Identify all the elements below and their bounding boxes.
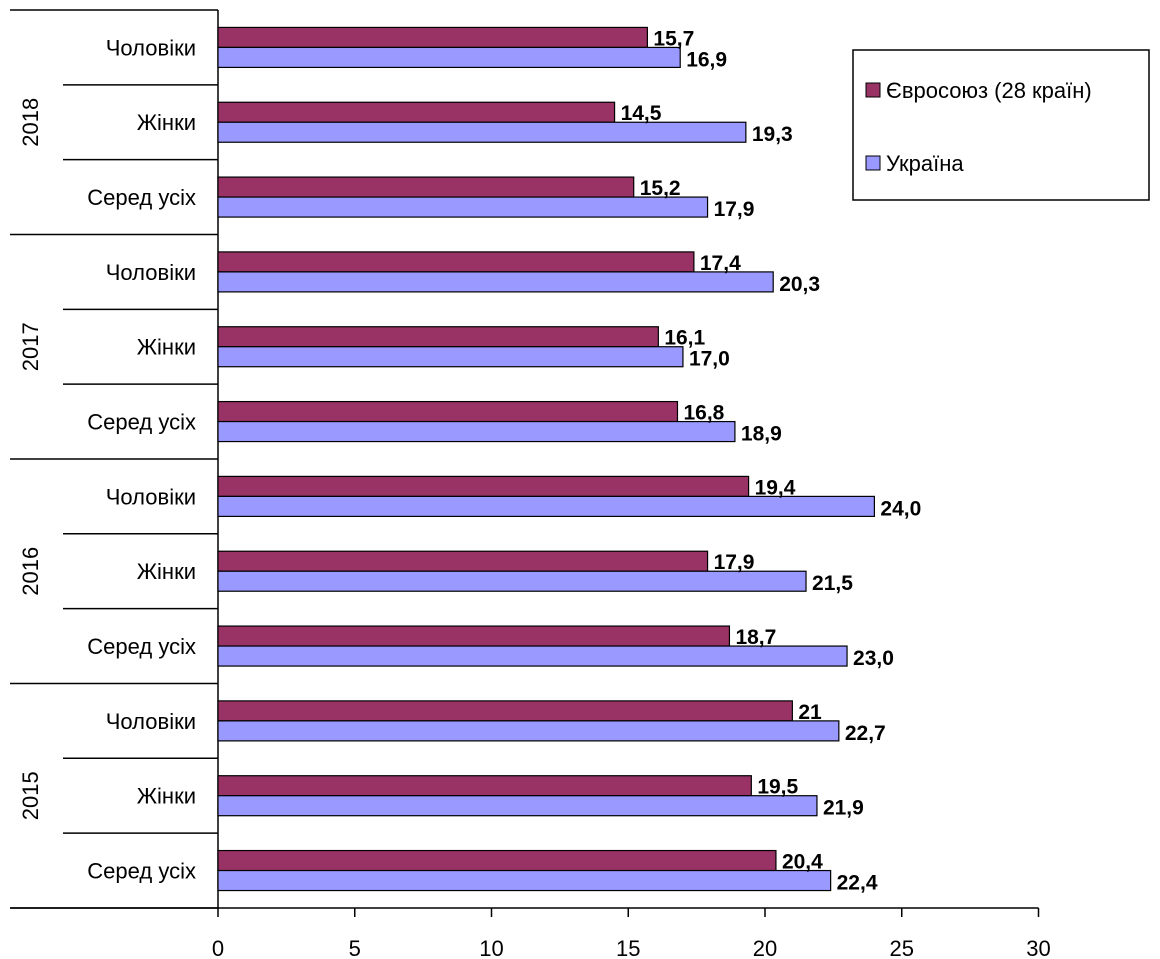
data-label-eu: 17,9 [714, 551, 755, 574]
x-tick-label: 5 [349, 936, 361, 959]
data-label-eu: 15,7 [653, 27, 694, 50]
bar-ukraine [217, 121, 747, 143]
bar-ukraine [217, 346, 684, 368]
data-label-ukraine: 18,9 [741, 423, 782, 446]
bar-ukraine [217, 271, 774, 293]
bar-eu [217, 26, 648, 49]
category-label: Жінки [137, 784, 196, 809]
bar-eu [217, 625, 731, 647]
data-label-ukraine: 19,3 [752, 123, 793, 146]
legend: Євросоюз (28 країн) Україна [852, 49, 1150, 201]
category-label: Жінки [137, 335, 196, 360]
legend-swatch-ukraine [865, 155, 881, 171]
bar-eu [217, 251, 695, 273]
category-label: Чоловіки [106, 709, 196, 734]
data-label-ukraine: 24,0 [880, 497, 921, 520]
bar-ukraine [217, 795, 818, 817]
bar-ukraine [217, 720, 840, 742]
data-label-eu: 20,4 [782, 851, 823, 874]
year-label: 2016 [18, 547, 43, 596]
data-label-ukraine: 17,9 [714, 198, 755, 221]
x-tick-label: 15 [616, 936, 640, 959]
bar-ukraine [217, 420, 736, 443]
labels-layer: 0 5 10 15 20 25 30 15,716,9 Чоловіки 14,5 19,3 Жінк… [18, 27, 1051, 959]
data-label-ukraine: 22,7 [845, 722, 886, 745]
data-label-eu: 18,7 [735, 626, 776, 649]
data-label-ukraine: 20,3 [779, 273, 820, 296]
category-label: Серед усіх [87, 634, 196, 659]
x-tick-label: 30 [1026, 936, 1050, 959]
bar-ukraine [217, 570, 807, 592]
bars-layer [217, 26, 876, 892]
category-label: Чоловіки [106, 484, 196, 509]
data-label-ukraine: 17,0 [689, 348, 730, 371]
data-label-ukraine: 21,5 [812, 572, 853, 595]
legend-label-ukraine: Україна [886, 151, 964, 176]
data-label-ukraine: 21,9 [823, 797, 864, 820]
x-tick-label: 25 [890, 936, 914, 959]
category-label: Серед усіх [87, 859, 196, 884]
data-label-ukraine: 16,9 [686, 48, 727, 71]
legend-frame [852, 49, 1150, 201]
bar-eu [217, 475, 750, 497]
category-label: Чоловіки [106, 35, 196, 60]
bar-eu [217, 326, 659, 348]
bar-ukraine [217, 495, 876, 517]
year-label: 2017 [18, 322, 43, 371]
data-label-eu: 14,5 [621, 102, 662, 125]
legend-swatch-eu [865, 82, 881, 98]
x-tick-label: 10 [479, 936, 503, 959]
data-label-eu: 15,2 [640, 177, 681, 200]
bar-eu [217, 101, 616, 123]
x-tick-label: 0 [212, 936, 224, 959]
category-label: Чоловіки [106, 260, 196, 285]
axes-layer [10, 9, 1040, 917]
x-tick-label: 20 [753, 936, 777, 959]
legend-label-eu: Євросоюз (28 країн) [886, 78, 1092, 103]
year-label: 2015 [18, 771, 43, 820]
data-label-eu: 19,5 [757, 776, 798, 799]
data-label-eu: 17,4 [700, 252, 741, 275]
data-label-eu: 21 [798, 701, 822, 724]
bar-eu [217, 775, 752, 797]
category-label: Жінки [137, 559, 196, 584]
bar-ukraine [217, 196, 709, 218]
bar-eu [217, 176, 635, 198]
category-label: Серед усіх [87, 185, 196, 210]
category-label: Серед усіх [87, 410, 196, 435]
bar-ukraine [217, 46, 681, 69]
data-label-eu: 16,8 [683, 402, 724, 425]
category-label: Жінки [137, 110, 196, 135]
bar-eu [217, 400, 679, 423]
data-label-eu: 19,4 [755, 476, 796, 499]
bar-eu [217, 849, 777, 872]
bar-ukraine [217, 869, 832, 892]
bar-eu [217, 550, 709, 572]
data-label-ukraine: 22,4 [837, 872, 878, 895]
data-label-eu: 16,1 [664, 327, 705, 350]
year-label: 2018 [18, 98, 43, 147]
bar-ukraine [217, 645, 848, 667]
data-label-ukraine: 23,0 [853, 647, 894, 670]
bar-eu [217, 700, 793, 722]
